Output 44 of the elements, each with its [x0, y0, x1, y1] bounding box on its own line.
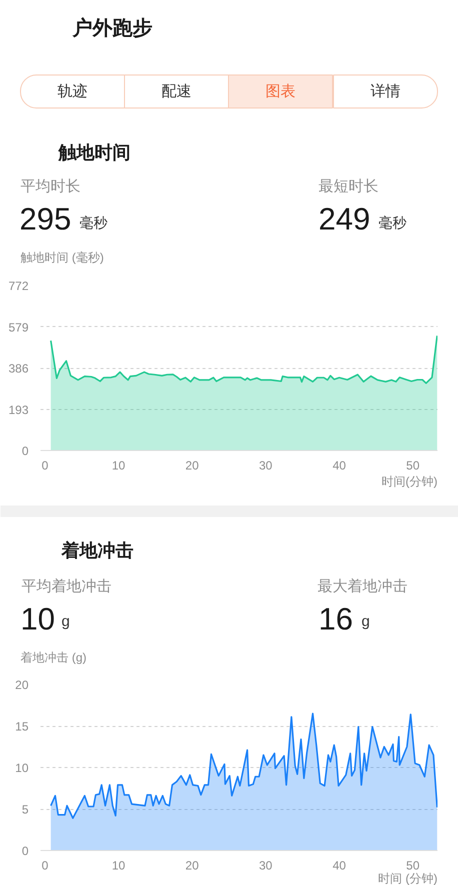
x-tick-label: 50 [406, 458, 420, 472]
y-tick-label: 0 [22, 444, 29, 458]
x-tick-label: 40 [332, 458, 346, 472]
y-axis-title: 触地时间 (毫秒) [20, 250, 104, 264]
x-axis-title: 时间 (分钟) [378, 872, 438, 885]
text: 毫秒 [80, 214, 108, 230]
text: 平均时长 [20, 178, 80, 195]
chart-title: 着地冲击 [60, 540, 134, 560]
y-tick-label: 5 [22, 802, 29, 816]
text: 图表 [266, 83, 296, 100]
text: 户外跑步 [72, 16, 152, 40]
text: 平均着地冲击 [22, 578, 112, 595]
x-tick-label: 40 [332, 858, 346, 872]
x-axis-title: 时间(分钟) [382, 474, 438, 488]
y-tick-label: 15 [15, 720, 29, 734]
y-tick-label: 193 [8, 402, 29, 417]
chart-title: 触地时间 [58, 142, 130, 162]
y-tick-label: 386 [8, 362, 29, 376]
text: g [362, 613, 370, 630]
x-tick-label: 10 [112, 458, 126, 472]
y-axis-title: 着地冲击 (g) [20, 650, 87, 664]
x-tick-label: 30 [259, 858, 273, 872]
x-tick-label: 0 [42, 858, 49, 872]
x-tick-label: 20 [185, 858, 200, 872]
x-tick-label: 20 [185, 458, 200, 472]
x-tick-label: 10 [112, 858, 126, 872]
text: 毫秒 [378, 214, 406, 230]
x-tick-label: 50 [406, 858, 420, 872]
text: 最短时长 [318, 178, 378, 195]
text: g [62, 613, 70, 630]
y-tick-label: 579 [8, 320, 29, 334]
text: 295 [20, 202, 72, 236]
x-tick-label: 0 [42, 458, 49, 472]
y-tick-label: 10 [15, 761, 29, 775]
text: 最大着地冲击 [318, 578, 408, 595]
text: 16 [318, 602, 353, 636]
x-tick-label: 30 [259, 458, 273, 472]
text: 配速 [162, 83, 192, 100]
text: 轨迹 [58, 83, 88, 100]
y-tick-label: 0 [22, 844, 29, 858]
y-tick-label: 772 [8, 279, 29, 293]
text: 249 [318, 202, 370, 236]
y-tick-label: 20 [15, 678, 29, 692]
text: 详情 [370, 83, 400, 100]
